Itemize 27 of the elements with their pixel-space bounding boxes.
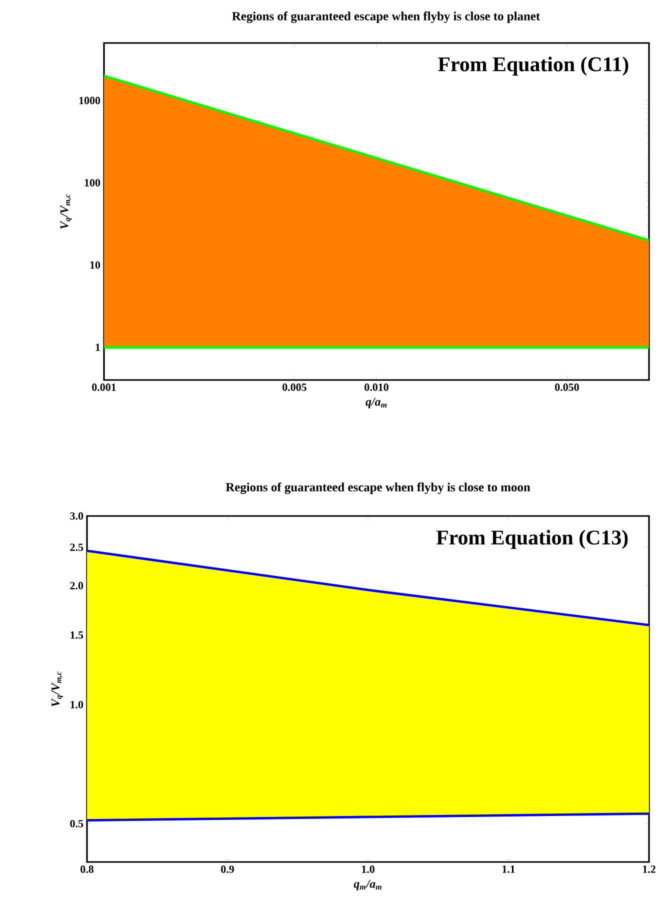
chart-title: Regions of guaranteed escape when flyby is close to moon bbox=[226, 482, 530, 494]
y-tick-label: 10 bbox=[90, 261, 100, 269]
x-axis-title: q/a$_{m}$ bbox=[366, 398, 387, 408]
x-tick-label: 0.010 bbox=[364, 384, 388, 391]
y-tick-label: 1.5 bbox=[70, 631, 84, 639]
annotation: From Equation (C13) bbox=[436, 530, 628, 549]
x-tick-label: 0.050 bbox=[555, 384, 579, 391]
y-tick-label: 3.0 bbox=[70, 512, 84, 520]
y-axis-title: V$_{q}$/V$_{m,c}$ bbox=[52, 672, 63, 706]
y-tick-label: 100 bbox=[84, 179, 100, 186]
y-tick-label: 1 bbox=[96, 344, 100, 351]
y-tick-label: 2.5 bbox=[70, 544, 84, 552]
x-tick-label: 1.2 bbox=[643, 866, 656, 873]
chart-title: Regions of guaranteed escape when flyby is close to planet bbox=[232, 12, 540, 24]
x-tick-label: 0.9 bbox=[221, 866, 234, 873]
y-tick-label: 1.0 bbox=[70, 700, 84, 708]
y-tick-label: 0.5 bbox=[70, 820, 84, 828]
y-tick-label: 2.0 bbox=[70, 582, 84, 590]
x-tick-label: 0.8 bbox=[80, 866, 94, 873]
y-tick-label: 1000 bbox=[79, 96, 100, 104]
annotation: From Equation (C11) bbox=[438, 56, 628, 76]
x-tick-label: 1.1 bbox=[502, 866, 515, 873]
x-tick-label: 0.005 bbox=[282, 384, 306, 391]
x-axis-title: q$_{m}$/a$_{m}$ bbox=[354, 880, 382, 890]
y-axis-title: V$_{q}$/V$_{m,c}$ bbox=[60, 194, 72, 229]
x-tick-label: 1.0 bbox=[362, 866, 374, 873]
x-tick-label: 0.001 bbox=[92, 384, 116, 391]
